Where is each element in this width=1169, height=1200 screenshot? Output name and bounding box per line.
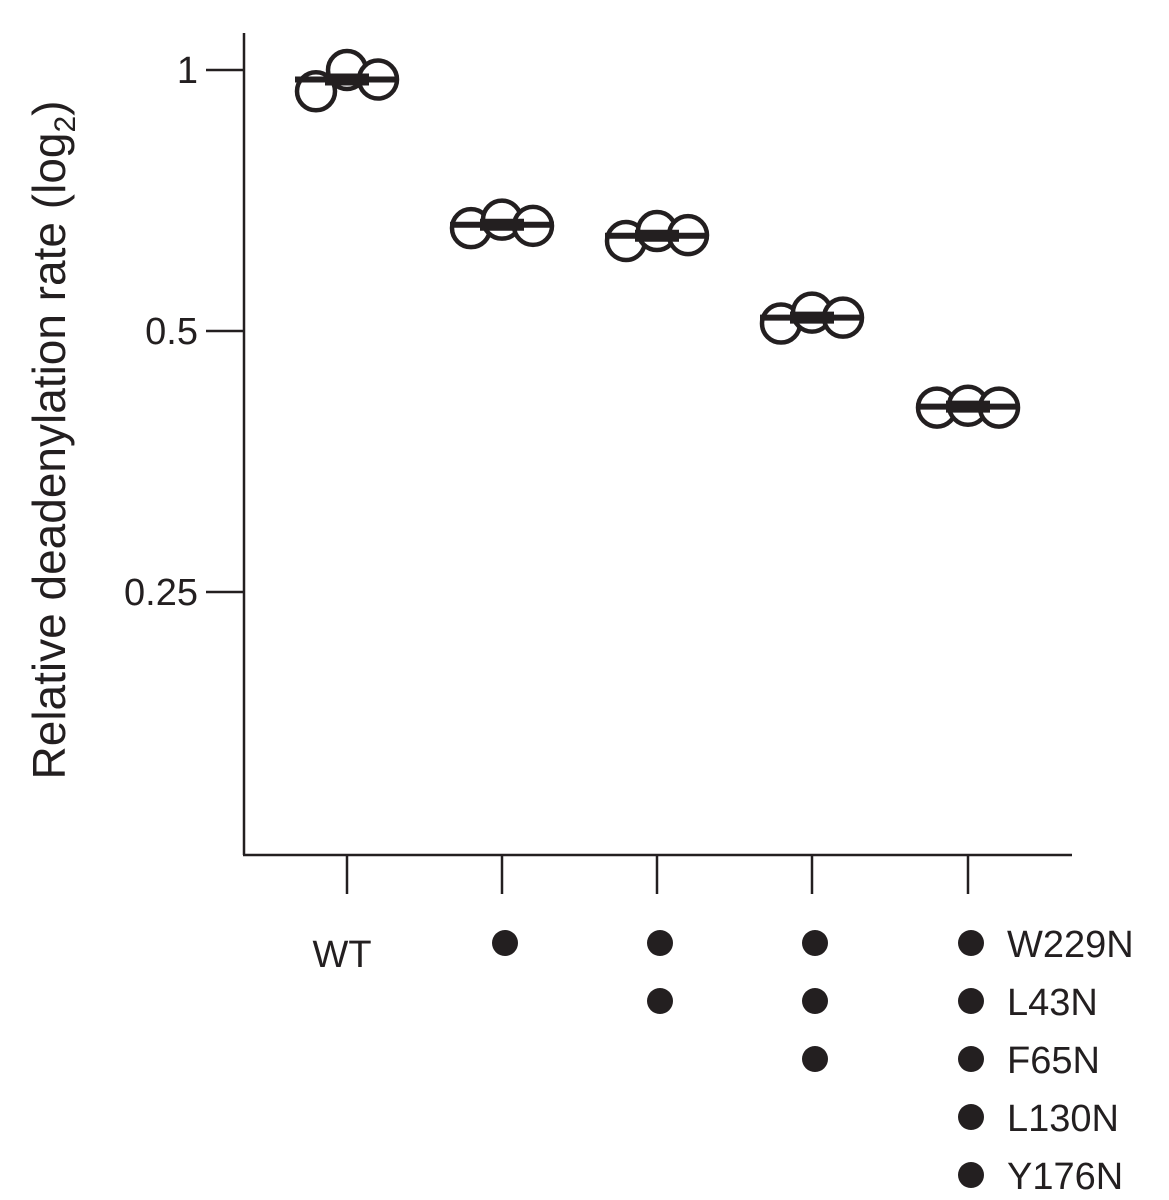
x-ticks: WT [312,855,970,976]
mutation-label: L43N [1007,982,1098,1024]
mutation-dot [802,930,828,956]
mutation-dot [958,1046,984,1072]
y-axis-title: Relative deadenylation rate (log2) [23,101,82,780]
mutation-dot [802,1046,828,1072]
mutation-dot [802,988,828,1014]
y-axis-title-close: ) [23,101,75,116]
axes [242,33,1072,857]
mutation-dot [647,988,673,1014]
mutation-dot [958,1162,984,1188]
mutation-dot [647,930,673,956]
mutation-dot [958,1104,984,1130]
mutation-dot [958,930,984,956]
mutation-label: W229N [1007,924,1134,966]
mutation-dot [958,988,984,1014]
y-tick-label: 0.25 [124,572,198,614]
x-tick-label: WT [312,934,371,976]
mutation-grid: W229N L43N F65N L130N Y176N [492,924,1134,1198]
data-points [294,48,1021,429]
y-axis-title-subscript: 2 [49,116,82,133]
mutation-dot [492,930,518,956]
y-ticks: 1 0.5 0.25 [124,50,244,614]
y-axis-title-main: Relative deadenylation rate (log [23,133,75,780]
mutation-label: L130N [1007,1098,1119,1140]
mutation-label: F65N [1007,1040,1100,1082]
mutation-label: Y176N [1007,1156,1123,1198]
y-tick-label: 1 [177,50,198,92]
y-tick-label: 0.5 [145,311,198,353]
